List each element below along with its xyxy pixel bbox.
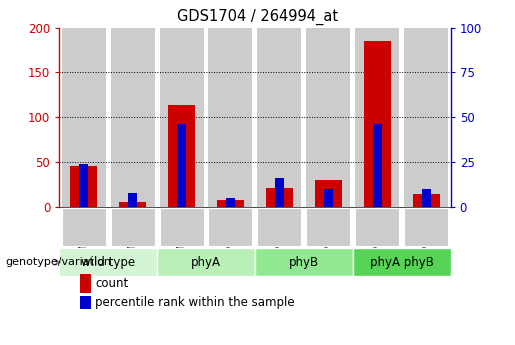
FancyBboxPatch shape	[111, 208, 154, 246]
Text: GDS1704 / 264994_at: GDS1704 / 264994_at	[177, 9, 338, 25]
Text: count: count	[95, 277, 129, 290]
Bar	[111, 28, 154, 207]
FancyBboxPatch shape	[59, 248, 157, 276]
Bar	[217, 200, 244, 207]
FancyBboxPatch shape	[157, 248, 255, 276]
Bar	[373, 125, 382, 207]
FancyBboxPatch shape	[404, 208, 448, 246]
Bar	[364, 41, 391, 207]
Bar	[422, 189, 431, 207]
Bar	[70, 166, 97, 207]
FancyBboxPatch shape	[209, 208, 252, 246]
Bar	[128, 193, 137, 207]
FancyBboxPatch shape	[255, 248, 353, 276]
FancyBboxPatch shape	[353, 248, 451, 276]
Bar	[226, 198, 235, 207]
Bar	[119, 201, 146, 207]
Bar	[324, 189, 333, 207]
Bar	[258, 28, 301, 207]
Text: genotype/variation: genotype/variation	[5, 257, 111, 267]
Text: phyA: phyA	[191, 256, 221, 269]
FancyBboxPatch shape	[355, 208, 399, 246]
Bar	[168, 105, 195, 207]
FancyBboxPatch shape	[258, 208, 301, 246]
Text: percentile rank within the sample: percentile rank within the sample	[95, 296, 295, 309]
Text: phyA phyB: phyA phyB	[370, 256, 434, 269]
Bar	[177, 125, 186, 207]
Bar	[355, 28, 399, 207]
FancyBboxPatch shape	[62, 208, 106, 246]
Bar	[79, 164, 88, 207]
Bar	[306, 28, 350, 207]
Bar	[413, 194, 440, 207]
FancyBboxPatch shape	[306, 208, 350, 246]
Bar	[209, 28, 252, 207]
Bar	[315, 180, 342, 207]
Bar	[404, 28, 448, 207]
Text: wild type: wild type	[81, 256, 135, 269]
FancyBboxPatch shape	[160, 208, 203, 246]
Bar	[266, 188, 293, 207]
Bar	[275, 178, 284, 207]
Bar	[160, 28, 203, 207]
Text: phyB: phyB	[289, 256, 319, 269]
Bar	[62, 28, 106, 207]
